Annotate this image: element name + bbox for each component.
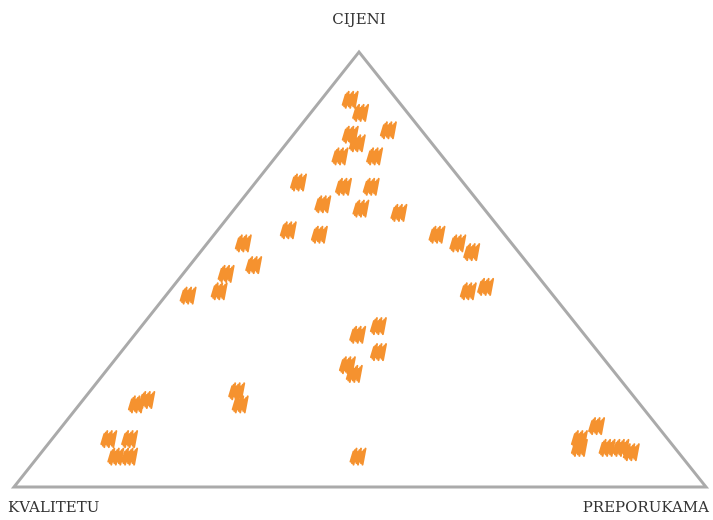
data-point <box>463 243 481 262</box>
data-point <box>348 134 366 153</box>
data-point <box>290 173 307 192</box>
data-point <box>314 195 332 214</box>
data-point <box>345 364 363 383</box>
data-point <box>349 447 367 466</box>
data-point <box>138 391 156 409</box>
data-point <box>234 234 252 253</box>
data-point <box>622 443 640 462</box>
data-point <box>459 282 477 301</box>
data-point <box>100 430 118 449</box>
data-point <box>390 203 408 222</box>
data-point <box>570 438 588 457</box>
data-point <box>352 199 370 218</box>
triangle-frame <box>10 49 710 489</box>
data-point <box>370 343 387 362</box>
data-point <box>366 147 384 166</box>
data-point <box>588 417 606 436</box>
data-point <box>121 430 139 449</box>
data-point <box>477 277 495 296</box>
vertex-label-left: KVALITETU <box>8 498 99 516</box>
data-point <box>352 103 370 122</box>
data-point <box>210 282 228 301</box>
data-point <box>245 256 263 275</box>
vertex-label-right: PREPORUKAMA <box>583 498 709 516</box>
data-point <box>369 317 387 336</box>
data-point <box>231 395 249 414</box>
data-point <box>598 438 616 457</box>
data-point <box>449 234 467 253</box>
data-point <box>335 177 352 196</box>
vertex-label-top: CIJENI <box>332 10 385 28</box>
data-point <box>331 147 349 166</box>
data-point <box>349 325 367 344</box>
data-point <box>179 286 197 305</box>
data-point <box>379 121 397 140</box>
data-point <box>107 447 125 466</box>
data-point <box>310 225 328 244</box>
data-point <box>341 90 359 109</box>
data-point <box>228 382 246 401</box>
data-point <box>362 177 380 196</box>
data-point <box>428 225 446 244</box>
data-point <box>279 221 297 240</box>
data-point <box>217 264 235 283</box>
data-point <box>121 447 139 466</box>
